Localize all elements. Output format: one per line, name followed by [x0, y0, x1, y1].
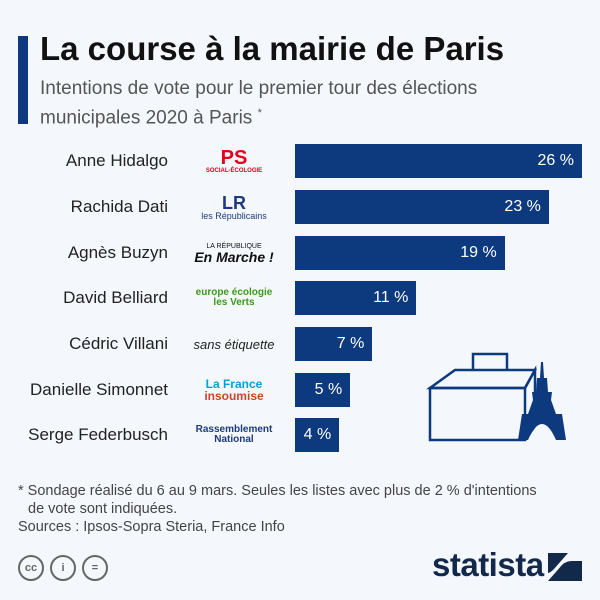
party-logo-line1: LA RÉPUBLIQUE [206, 242, 262, 250]
bar-row: Anne Hidalgo PS SOCIAL-ÉCOLOGIE 26 % [0, 144, 600, 178]
statista-logo-icon [548, 553, 582, 581]
license-icons: cc i = [18, 555, 108, 581]
candidate-label: Agnès Buzyn [67, 243, 168, 262]
ballot-box-eiffel-illustration [426, 352, 566, 442]
bar-row: Danielle Simonnet La France insoumise 5 … [0, 373, 600, 407]
bar: 23 % [295, 190, 549, 224]
party-logo-line2: National [214, 434, 254, 445]
candidate-label: David Belliard [63, 288, 168, 307]
sources: Sources : Ipsos-Sopra Steria, France Inf… [18, 519, 285, 535]
bar: 11 % [295, 281, 417, 315]
candidate-label: Rachida Dati [70, 197, 168, 216]
bar-row: Agnès Buzyn LA RÉPUBLIQUE En Marche ! 19… [0, 236, 600, 270]
party-logo-line2: SOCIAL-ÉCOLOGIE [205, 168, 263, 174]
value-label: 5 % [314, 381, 343, 398]
candidate-label: Serge Federbusch [28, 425, 168, 444]
bar: 7 % [295, 327, 373, 361]
party-logo: sans étiquette [180, 327, 288, 361]
party-logo: Rassemblement National [180, 418, 288, 452]
cc-icon[interactable]: cc [18, 555, 44, 581]
party-logo-line2: En Marche ! [194, 248, 274, 265]
value-label: 26 % [537, 152, 574, 169]
chart-subtitle: Intentions de vote pour le premier tour … [40, 78, 478, 129]
candidate-label: Anne Hidalgo [65, 151, 168, 170]
party-logo-line1: La France [205, 377, 263, 391]
party-logo: europe écologie les Verts [180, 281, 288, 315]
party-logo-line1: PS [220, 147, 248, 169]
candidate-label: Cédric Villani [69, 334, 168, 353]
footnote: * Sondage réalisé du 6 au 9 mars. Seules… [18, 482, 588, 536]
value-label: 11 % [373, 289, 409, 306]
value-label: 19 % [460, 244, 497, 261]
party-logo: LR les Républicains [180, 190, 288, 224]
title-accent-bar [18, 36, 28, 124]
party-logo-line2: insoumise [204, 389, 264, 403]
bar: 26 % [295, 144, 582, 178]
note-line-1: * Sondage réalisé du 6 au 9 mars. Seules… [18, 483, 537, 499]
bar-row: David Belliard europe écologie les Verts… [0, 281, 600, 315]
party-logo-line2: les Républicains [201, 210, 267, 221]
bar-row: Rachida Dati LR les Républicains 23 % [0, 190, 600, 224]
nd-icon[interactable]: = [82, 555, 108, 581]
party-logo-line2: les Verts [213, 297, 255, 308]
party-logo-line1: europe écologie [195, 287, 273, 298]
party-logo-line1: Rassemblement [195, 424, 273, 435]
by-icon[interactable]: i [50, 555, 76, 581]
candidate-label: Danielle Simonnet [30, 380, 168, 399]
party-logo-line1: sans étiquette [193, 336, 275, 352]
value-label: 7 % [336, 335, 365, 352]
chart-title: La course à la mairie de Paris [40, 30, 505, 67]
party-logo-line1: LR [222, 192, 246, 213]
value-label: 4 % [303, 426, 332, 443]
value-label: 23 % [504, 198, 541, 215]
party-logo: LA RÉPUBLIQUE En Marche ! [180, 236, 288, 270]
note-line-2: de vote sont indiquées. [28, 501, 178, 517]
bar: 19 % [295, 236, 505, 270]
bar-row: Serge Federbusch Rassemblement National … [0, 418, 600, 452]
bar: 5 % [295, 373, 351, 407]
party-logo: La France insoumise [180, 373, 288, 407]
bar-row: Cédric Villani sans étiquette 7 % [0, 327, 600, 361]
statista-logo[interactable]: statista [432, 546, 544, 583]
bar: 4 % [295, 418, 340, 452]
party-logo: PS SOCIAL-ÉCOLOGIE [180, 144, 288, 178]
